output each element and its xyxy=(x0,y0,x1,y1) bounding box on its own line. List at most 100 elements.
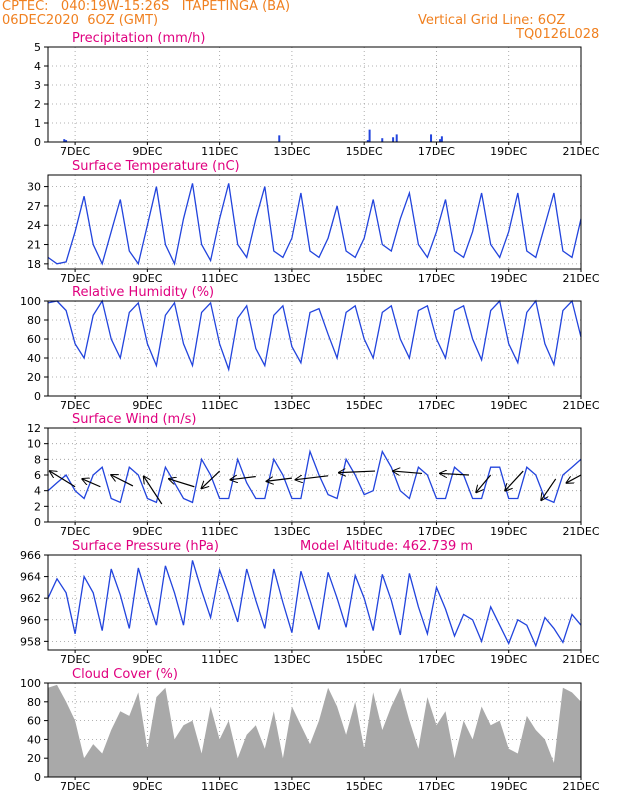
panel-6-xtick-label: 7DEC xyxy=(60,780,90,793)
panel-2-title: Surface Temperature (nC) xyxy=(72,159,240,174)
panel-4-xtick-label: 7DEC xyxy=(60,525,90,538)
panel-3-ytick-label: 40 xyxy=(27,352,41,365)
panel-2-xtick-label: 17DEC xyxy=(418,272,455,285)
precip-bar xyxy=(366,140,369,142)
panel-2-xtick-label: 7DEC xyxy=(60,272,90,285)
precip-bar xyxy=(439,139,442,142)
panel-5-xtick-label: 13DEC xyxy=(273,653,310,666)
wind-vector xyxy=(202,470,221,488)
panel-3-series-line xyxy=(47,299,582,372)
wind-vector xyxy=(505,470,524,491)
panel-2-xtick-label: 9DEC xyxy=(132,272,162,285)
panel-1-ytick-label: 2 xyxy=(34,98,41,111)
panel-5-ytick-label: 960 xyxy=(20,614,41,627)
panel-5-ytick-label: 958 xyxy=(20,635,41,648)
precip-bar xyxy=(381,138,384,142)
wind-vector xyxy=(267,478,292,481)
panel-3-xtick-label: 15DEC xyxy=(346,399,383,412)
panel-3-xtick-label: 17DEC xyxy=(418,399,455,412)
panel-4-xtick-label: 17DEC xyxy=(418,525,455,538)
panel-3-title: Relative Humidity (%) xyxy=(72,285,214,300)
wind-vector xyxy=(82,479,101,488)
panel-4-ytick-label: 8 xyxy=(34,453,41,466)
panel-6-xtick-label: 15DEC xyxy=(346,780,383,793)
wind-vector xyxy=(541,478,557,500)
panel-2-xtick-label: 21DEC xyxy=(562,272,599,285)
panel-6-xtick-label: 13DEC xyxy=(273,780,310,793)
panel-3-border xyxy=(47,300,582,397)
panel-2-xtick-label: 13DEC xyxy=(273,272,310,285)
panel-4-title: Surface Wind (m/s) xyxy=(72,412,196,427)
panel-3-xtick-label: 11DEC xyxy=(201,399,238,412)
panel-5-ytick-label: 962 xyxy=(20,592,41,605)
panel-4-ytick-label: 0 xyxy=(34,516,41,529)
panel-3-ytick-label: 20 xyxy=(27,371,41,384)
panel-5-border xyxy=(47,554,582,651)
panel-3-xtick-label: 13DEC xyxy=(273,399,310,412)
panel-1-ytick-label: 4 xyxy=(34,60,41,73)
precip-bar xyxy=(440,136,443,142)
panel-6-ytick-label: 40 xyxy=(27,733,41,746)
panel-4-ytick-label: 10 xyxy=(27,438,41,451)
panel-4-xtick-label: 9DEC xyxy=(132,525,162,538)
wind-vector xyxy=(567,474,582,483)
precip-bar xyxy=(368,129,371,142)
panel-2-ytick-label: 27 xyxy=(27,200,41,213)
panel-3-frame xyxy=(47,300,582,397)
panel-1-ytick-label: 5 xyxy=(34,41,41,54)
header-line2-left: 06DEC2020 6OZ (GMT) xyxy=(2,13,159,28)
panel-4-xtick-label: 11DEC xyxy=(201,525,238,538)
panel-1-xtick-label: 17DEC xyxy=(418,145,455,158)
panel-6-ytick-label: 60 xyxy=(27,715,41,728)
panel-2-frame xyxy=(47,174,582,270)
panel-4-ytick-label: 4 xyxy=(34,485,41,498)
panel-2-ytick-label: 24 xyxy=(27,219,41,232)
wind-vector xyxy=(296,476,329,480)
panel-5-series-line xyxy=(47,560,582,648)
panel-6-ytick-label: 0 xyxy=(34,771,41,784)
panel-1-border xyxy=(47,46,582,143)
panel-3-xtick-label: 19DEC xyxy=(490,399,527,412)
panel-5-xtick-label: 17DEC xyxy=(418,653,455,666)
panel-6-xtick-label: 11DEC xyxy=(201,780,238,793)
precip-bar xyxy=(65,140,68,142)
panel-1-xtick-label: 9DEC xyxy=(132,145,162,158)
panel-2-ytick-label: 21 xyxy=(27,239,41,252)
header-line2-right: TQ0126L028 xyxy=(516,27,600,42)
panel-5-ytick-label: 966 xyxy=(20,549,41,562)
panel-4-ytick-label: 6 xyxy=(34,469,41,482)
panel-2-xtick-label: 11DEC xyxy=(201,272,238,285)
panel-6-ytick-label: 100 xyxy=(20,677,41,690)
panel-3-ytick-label: 80 xyxy=(27,314,41,327)
panel-3-ytick-label: 0 xyxy=(34,390,41,403)
panel-5-xtick-label: 21DEC xyxy=(562,653,599,666)
panel-6-border xyxy=(47,682,582,778)
panel-3-ytick-label: 100 xyxy=(20,295,41,308)
panel-4-series-line xyxy=(47,449,582,504)
panel-5-xtick-label: 7DEC xyxy=(60,653,90,666)
panel-5-xtick-label: 19DEC xyxy=(490,653,527,666)
wind-vector xyxy=(476,474,492,492)
precip-bar xyxy=(278,135,281,142)
panel-3-ytick-label: 60 xyxy=(27,333,41,346)
panel-1-ytick-label: 0 xyxy=(34,136,41,149)
panel-2-series-line xyxy=(47,183,582,266)
panel-3-xtick-label: 21DEC xyxy=(562,399,599,412)
panel-4-ytick-label: 12 xyxy=(27,422,41,435)
panel-5-xtick-label: 15DEC xyxy=(346,653,383,666)
panel-2-border xyxy=(47,174,582,270)
panel-4-xtick-label: 21DEC xyxy=(562,525,599,538)
wind-vector xyxy=(144,477,163,505)
panel-1-xtick-label: 19DEC xyxy=(490,145,527,158)
panel-2-ytick-label: 18 xyxy=(27,258,41,271)
panel-6-xtick-label: 9DEC xyxy=(132,780,162,793)
header-line1-right: Vertical Grid Line: 6OZ xyxy=(418,13,566,28)
panel-6-xtick-label: 17DEC xyxy=(418,780,455,793)
precip-bar xyxy=(63,139,66,142)
panel-4-xtick-label: 15DEC xyxy=(346,525,383,538)
panel-6-ytick-label: 20 xyxy=(27,752,41,765)
panel-6-ytick-label: 80 xyxy=(27,696,41,709)
panel-2-xtick-label: 19DEC xyxy=(490,272,527,285)
precip-bar xyxy=(395,134,398,142)
